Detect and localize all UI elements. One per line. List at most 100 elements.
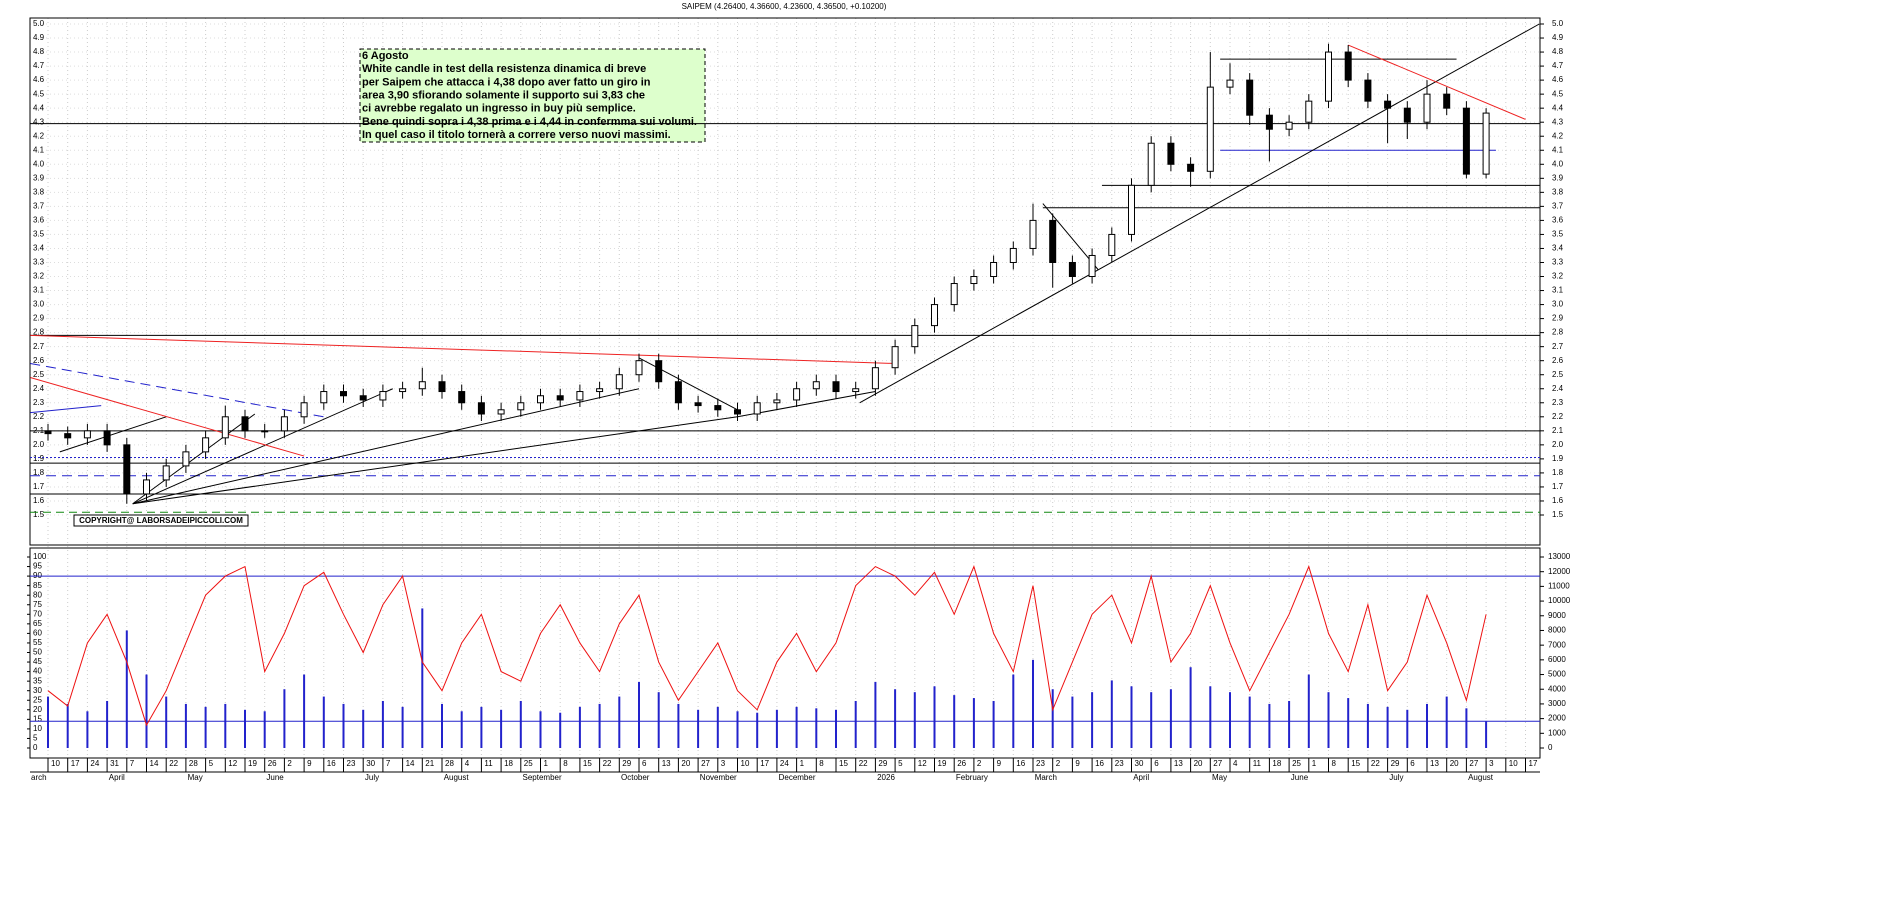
candle-body <box>182 451 190 467</box>
y-tick-label: 2.8 <box>1552 328 1564 337</box>
volume-bar <box>480 706 483 748</box>
candle-body <box>950 283 958 306</box>
y-tick-label: 2.6 <box>33 356 45 365</box>
candle-body <box>931 304 938 327</box>
x-tick-label: 3 <box>1489 759 1494 768</box>
month-label: November <box>700 773 737 782</box>
y-tick-label: 3.7 <box>1552 201 1564 210</box>
trendline <box>859 23 1540 404</box>
y-tick-label: 45 <box>33 657 42 666</box>
x-tick-label: 20 <box>1194 759 1203 768</box>
annotation-line: per Saipem che attacca i 4,38 dopo aver … <box>362 76 651 88</box>
volume-bar <box>1032 659 1034 748</box>
candle-body <box>103 430 111 446</box>
y-tick-label: 3.4 <box>33 244 45 253</box>
volume-bar <box>874 681 877 748</box>
volume-bar <box>106 700 109 748</box>
x-tick-label: 8 <box>819 759 824 768</box>
volume-bar <box>86 711 89 748</box>
y-tick-label: 3.3 <box>33 258 45 267</box>
y-tick-label: 95 <box>33 562 42 571</box>
candle-body <box>635 360 643 376</box>
y-tick-label: 3.2 <box>33 272 45 281</box>
x-tick-label: 12 <box>918 759 927 768</box>
candle-body <box>1443 93 1451 109</box>
y2-tick-label: 9000 <box>1548 611 1566 620</box>
y-tick-label: 5.0 <box>1552 19 1564 28</box>
x-tick-label: 24 <box>90 759 99 768</box>
volume-bar <box>539 711 542 748</box>
x-tick-label: 18 <box>1272 759 1281 768</box>
volume-bar <box>1268 703 1271 748</box>
candle-body <box>1049 219 1057 263</box>
volume-bar <box>125 630 128 748</box>
volume-bar <box>303 674 306 748</box>
candle-body <box>1128 184 1135 235</box>
x-tick-label: 29 <box>1391 759 1400 768</box>
candle-body <box>1305 100 1313 123</box>
trendline <box>30 334 896 364</box>
x-tick-label: 14 <box>406 759 415 768</box>
annotation-line: ci avrebbe regalato un ingresso in buy p… <box>362 103 636 115</box>
y-tick-label: 2.5 <box>1552 370 1564 379</box>
candle-body <box>852 388 860 393</box>
y-tick-label: 5.0 <box>33 19 45 28</box>
candle-body <box>655 360 663 383</box>
candle-body <box>1009 247 1017 263</box>
y-tick-label: 2.3 <box>1552 398 1564 407</box>
y-tick-label: 3.5 <box>33 230 45 239</box>
month-label: arch <box>31 773 47 782</box>
volume-bar <box>1248 696 1251 748</box>
y-tick-label: 1.5 <box>1552 510 1564 519</box>
candle-body <box>576 391 584 401</box>
candle-body <box>458 391 466 404</box>
y-tick-label: 3.0 <box>1552 300 1564 309</box>
candle-body <box>1285 121 1293 130</box>
y2-tick-label: 1000 <box>1548 728 1566 737</box>
volume-bar <box>322 696 325 748</box>
x-tick-label: 17 <box>71 759 80 768</box>
volume-bar <box>1386 706 1389 748</box>
x-tick-label: 30 <box>366 759 375 768</box>
candle-body <box>1206 86 1214 172</box>
month-label: April <box>1133 773 1149 782</box>
candle-body <box>477 402 485 415</box>
volume-bar <box>263 711 266 748</box>
y-tick-label: 3.1 <box>1552 286 1564 295</box>
y-tick-label: 4.3 <box>1552 117 1564 126</box>
candle-body <box>714 405 722 411</box>
month-label: April <box>109 773 125 782</box>
candle-body <box>221 416 229 439</box>
x-tick-label: 3 <box>721 759 726 768</box>
annotation-box <box>359 48 706 143</box>
x-tick-label: 26 <box>957 759 966 768</box>
y-tick-label: 1.8 <box>33 468 45 477</box>
x-tick-label: 23 <box>1115 759 1124 768</box>
x-tick-label: 10 <box>51 759 60 768</box>
y-tick-label: 80 <box>33 590 42 599</box>
volume-bar <box>992 700 995 748</box>
volume-bar <box>972 698 975 748</box>
oscillator-line <box>47 565 1487 727</box>
grid <box>30 18 1540 758</box>
x-tick-label: 15 <box>1351 759 1360 768</box>
y-tick-label: 15 <box>33 714 42 723</box>
candle-body <box>497 409 505 415</box>
candle-body <box>143 479 150 495</box>
y-tick-label: 1.9 <box>33 454 45 463</box>
volume-bar <box>283 689 286 748</box>
candle-body <box>123 444 131 495</box>
x-tick-label: 28 <box>189 759 198 768</box>
y-tick-label: 4.6 <box>33 75 45 84</box>
volume-bar <box>165 696 168 748</box>
month-label: September <box>523 773 562 782</box>
y-tick-label: 2.0 <box>1552 440 1564 449</box>
x-tick-label: 27 <box>701 759 710 768</box>
month-label: February <box>956 773 988 782</box>
volume-bar <box>598 703 601 748</box>
month-label: August <box>1468 773 1494 782</box>
y-tick-label: 3.8 <box>33 187 45 196</box>
candle-body <box>1108 233 1116 256</box>
copyright: COPYRIGHT@ LABORSADEIPICCOLI.COM <box>79 516 243 525</box>
